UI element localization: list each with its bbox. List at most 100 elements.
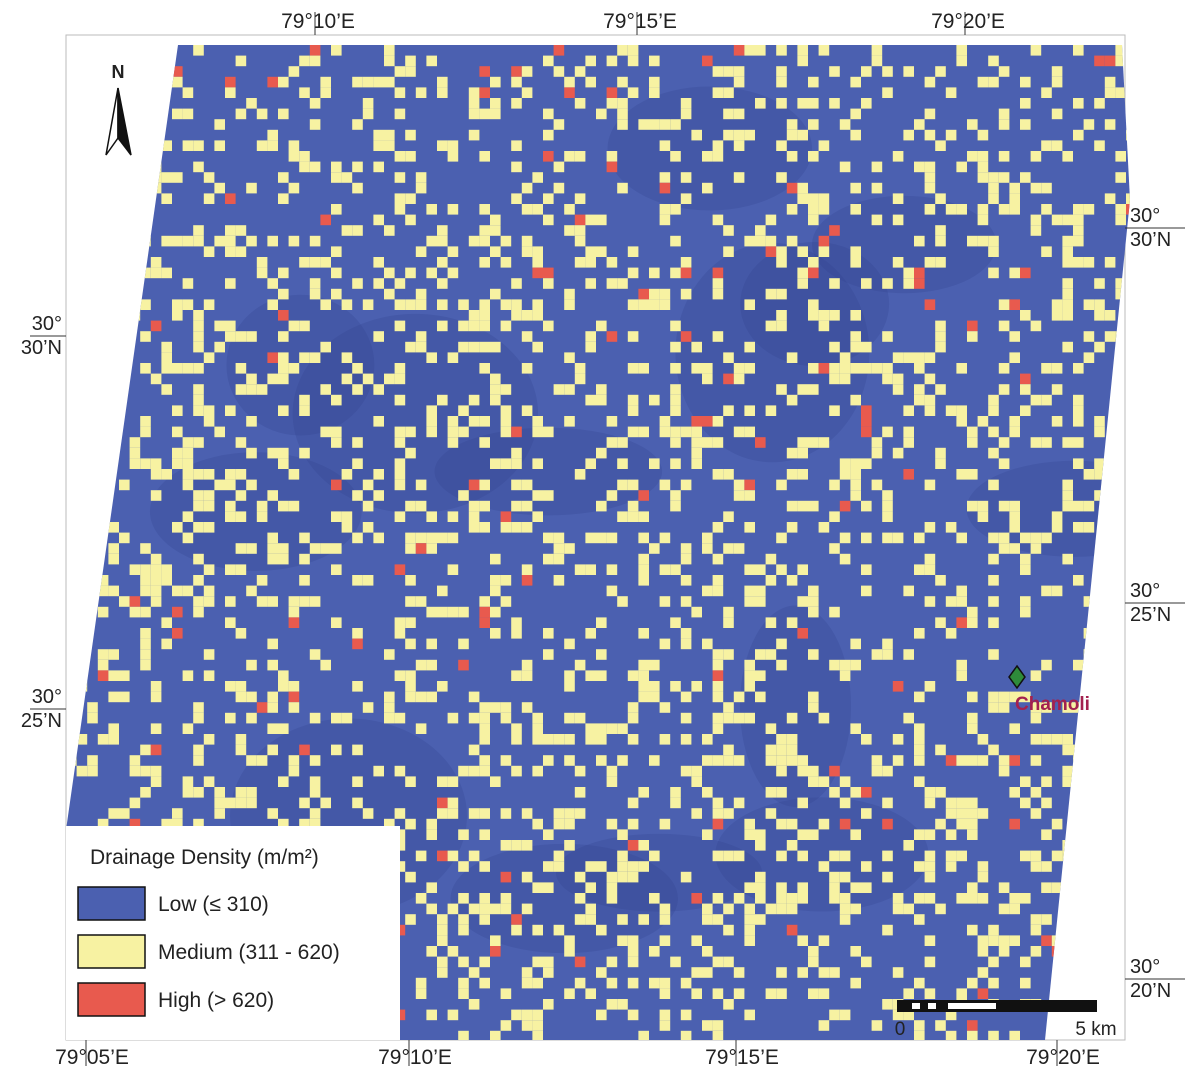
cell-medium: [787, 352, 798, 363]
cell-medium: [395, 458, 406, 469]
cell-medium: [193, 713, 204, 724]
cell-medium: [999, 692, 1010, 703]
cell-high: [522, 575, 533, 586]
cell-medium: [490, 607, 501, 618]
cell-medium: [914, 533, 925, 544]
cell-medium: [702, 734, 713, 745]
cell-medium: [511, 522, 522, 533]
cell-medium: [151, 469, 162, 480]
cell-medium: [1115, 215, 1126, 226]
cell-medium: [384, 56, 395, 67]
cell-medium: [744, 681, 755, 692]
cell-high: [840, 501, 851, 512]
cell-medium: [225, 405, 236, 416]
cell-medium: [469, 342, 480, 353]
cell-medium: [172, 109, 183, 120]
cell-medium: [511, 77, 522, 88]
cell-medium: [988, 56, 999, 67]
cell-medium: [787, 501, 798, 512]
cell-medium: [893, 967, 904, 978]
cell-medium: [469, 713, 480, 724]
cell-medium: [967, 819, 978, 830]
cell-medium: [903, 278, 914, 289]
cell-medium: [278, 331, 289, 342]
cell-medium: [437, 607, 448, 618]
cell-medium: [808, 596, 819, 607]
cell-medium: [787, 448, 798, 459]
cell-medium: [395, 395, 406, 406]
cell-medium: [617, 45, 628, 56]
cell-medium: [882, 331, 893, 342]
cell-medium: [267, 543, 278, 554]
cell-medium: [246, 331, 257, 342]
cell-medium: [850, 395, 861, 406]
cell-medium: [596, 501, 607, 512]
cell-medium: [437, 808, 448, 819]
cell-medium: [1105, 193, 1116, 204]
cell-medium: [183, 448, 194, 459]
cell-medium: [1126, 882, 1137, 893]
cell-medium: [956, 204, 967, 215]
cell-medium: [744, 882, 755, 893]
cell-medium: [193, 469, 204, 480]
cell-high: [320, 215, 331, 226]
cell-medium: [352, 490, 363, 501]
cell-medium: [511, 458, 522, 469]
cell-medium: [670, 268, 681, 279]
cell-medium: [723, 649, 734, 660]
cell-medium: [479, 808, 490, 819]
cell-medium: [1094, 98, 1105, 109]
cell-medium: [946, 405, 957, 416]
cell-medium: [1009, 904, 1020, 915]
cell-medium: [236, 628, 247, 639]
cell-high: [511, 66, 522, 77]
cell-medium: [925, 395, 936, 406]
cell-medium: [1084, 331, 1095, 342]
cell-medium: [723, 617, 734, 628]
cell-medium: [723, 130, 734, 141]
cell-medium: [289, 702, 300, 713]
cell-medium: [723, 469, 734, 480]
cell-medium: [1126, 363, 1137, 374]
cell-high: [437, 851, 448, 862]
cell-high: [702, 416, 713, 427]
cell-medium: [426, 405, 437, 416]
cell-medium: [564, 543, 575, 554]
cell-medium: [797, 130, 808, 141]
cell-medium: [395, 427, 406, 438]
cell-medium: [617, 183, 628, 194]
cell-medium: [660, 978, 671, 989]
cell-medium: [755, 236, 766, 247]
cell-medium: [479, 755, 490, 766]
cell-medium: [967, 713, 978, 724]
cell-medium: [331, 427, 342, 438]
cell-medium: [755, 225, 766, 236]
cell-medium: [405, 575, 416, 586]
cell-medium: [850, 77, 861, 88]
cell-medium: [882, 798, 893, 809]
cell-medium: [1041, 183, 1052, 194]
cell-medium: [1062, 554, 1073, 565]
cell-medium: [988, 448, 999, 459]
cell-medium: [956, 45, 967, 56]
cell-medium: [204, 193, 215, 204]
cell-medium: [882, 639, 893, 650]
cell-medium: [522, 310, 533, 321]
cell-medium: [405, 596, 416, 607]
cell-medium: [776, 564, 787, 575]
cell-medium: [469, 808, 480, 819]
cell-medium: [352, 798, 363, 809]
cell-medium: [543, 130, 554, 141]
cell-medium: [1041, 140, 1052, 151]
cell-high: [267, 352, 278, 363]
cell-medium: [829, 374, 840, 385]
cell-medium: [257, 109, 268, 120]
cell-medium: [522, 87, 533, 98]
cell-medium: [522, 66, 533, 77]
cell-medium: [1020, 564, 1031, 575]
cell-medium: [289, 140, 300, 151]
cell-medium: [384, 130, 395, 141]
cell-medium: [490, 1041, 501, 1052]
cell-high: [681, 331, 692, 342]
cell-medium: [978, 511, 989, 522]
